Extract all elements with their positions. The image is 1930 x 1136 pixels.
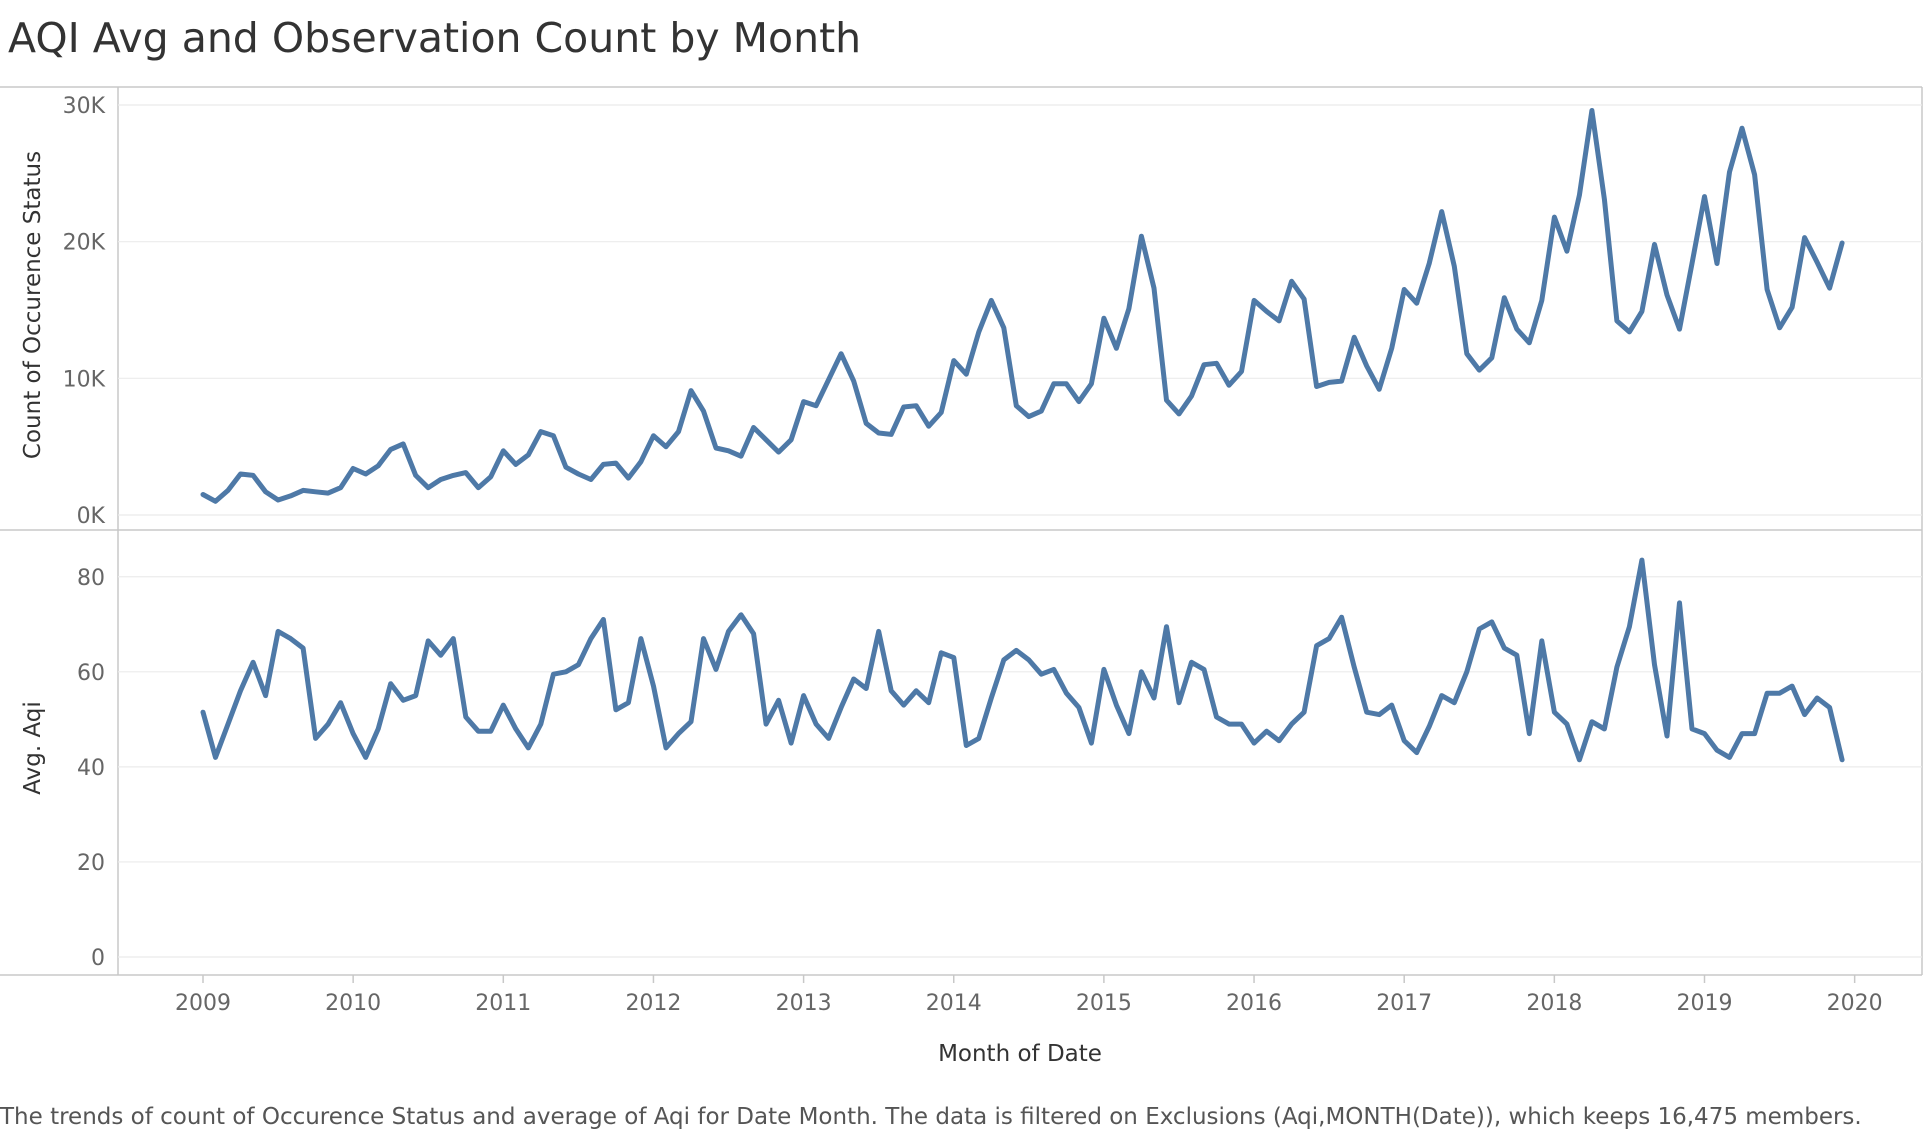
- x-tick-label: 2010: [325, 991, 381, 1016]
- series-line-aqi: [200, 557, 1845, 763]
- y-tick-label: 40: [77, 756, 105, 781]
- x-tick-label: 2014: [926, 991, 982, 1016]
- y-tick-label: 80: [77, 566, 105, 591]
- axes: 0K 10K 20K 30K 0 20 40 60 80 2009 2010 2011 2012 2013…: [63, 94, 1883, 1016]
- x-tick-label: 2011: [475, 991, 531, 1016]
- y-tick-label: 10K: [63, 367, 106, 392]
- series-line-count: [200, 108, 1845, 504]
- x-tick-label: 2013: [776, 991, 832, 1016]
- y-tick-label: 20: [77, 851, 105, 876]
- x-tick-label: 2016: [1226, 991, 1282, 1016]
- x-tick-label: 2018: [1526, 991, 1582, 1016]
- x-tick-label: 2017: [1376, 991, 1432, 1016]
- y-tick-label: 20K: [63, 231, 106, 256]
- chart-frame: [0, 86, 1923, 976]
- x-tick-label: 2019: [1677, 991, 1733, 1016]
- x-axis-title: Month of Date: [938, 1041, 1102, 1067]
- y-tick-label: 60: [77, 661, 105, 686]
- chart-title: AQI Avg and Observation Count by Month: [8, 14, 862, 62]
- y-tick-label: 0K: [77, 504, 106, 529]
- y-tick-label: 30K: [63, 94, 106, 119]
- y-axis-title-count: Count of Occurence Status: [20, 151, 46, 459]
- x-tick-label: 2009: [175, 991, 231, 1016]
- y-axis-title-aqi: Avg. Aqi: [20, 701, 46, 795]
- x-tick-label: 2020: [1827, 991, 1883, 1016]
- gridlines: [118, 104, 1922, 958]
- x-tick-label: 2015: [1076, 991, 1132, 1016]
- series-lines: [200, 108, 1845, 763]
- chart-caption: The trends of count of Occurence Status …: [0, 1104, 1862, 1130]
- x-tick-label: 2012: [625, 991, 681, 1016]
- y-tick-label: 0: [91, 946, 105, 971]
